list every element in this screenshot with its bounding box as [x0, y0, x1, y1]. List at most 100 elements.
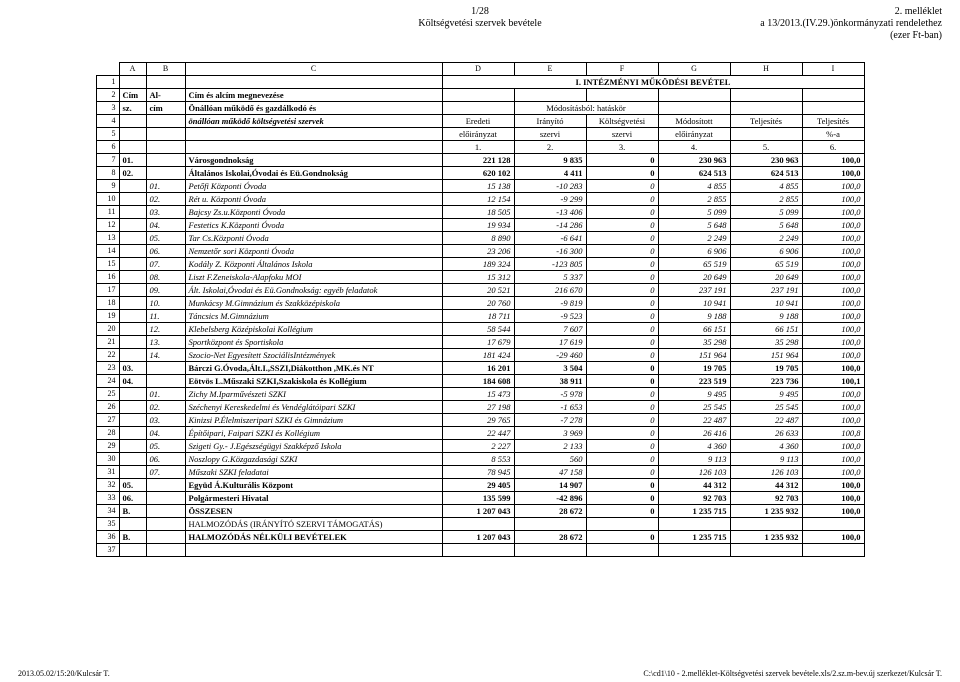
cell [146, 492, 185, 505]
row-number: 13 [96, 232, 119, 245]
cell: Ált. Iskolai,Óvodai és Eü.Gondnokság: eg… [185, 284, 442, 297]
cell: 237 191 [658, 284, 730, 297]
cell: Bárczi G.Óvoda,Ált.I.,SSZI,Diákotthon ,M… [185, 362, 442, 375]
cell: Cím [119, 89, 146, 102]
cell: 4. [658, 141, 730, 154]
cell: 0 [586, 388, 658, 401]
cell [119, 232, 146, 245]
cell: Kinizsi P.Élelmiszeripari SZKI és Gimnáz… [185, 414, 442, 427]
cell [119, 544, 146, 557]
cell: 47 158 [514, 466, 586, 479]
header-row: 4 önállóan működő költségvetési szervek … [96, 115, 864, 128]
cell [442, 518, 514, 531]
cell: 0 [586, 180, 658, 193]
cell: -10 283 [514, 180, 586, 193]
decree-ref: a 13/2013.(IV.29.)önkormányzati rendelet… [742, 18, 942, 30]
cell: 29 405 [442, 479, 514, 492]
table-row: 2113.Sportközpont és Sportiskola17 67917… [96, 336, 864, 349]
table-row: 2303.Bárczi G.Óvoda,Ált.I.,SSZI,Diákotth… [96, 362, 864, 375]
cell [730, 102, 802, 115]
cell: önállóan működő költségvetési szervek [185, 115, 442, 128]
cell: ÖSSZESEN [185, 505, 442, 518]
cell: 0 [586, 245, 658, 258]
cell: 09. [146, 284, 185, 297]
cell: 0 [586, 219, 658, 232]
cell: Zichy M.Iparművészeti SZKI [185, 388, 442, 401]
cell: -13 406 [514, 206, 586, 219]
cell: Rét u. Központi Óvoda [185, 193, 442, 206]
cell: 65 519 [658, 258, 730, 271]
cell: 100,0 [802, 479, 864, 492]
table-row: 36B.HALMOZÓDÁS NÉLKÜLI BEVÉTELEK1 207 04… [96, 531, 864, 544]
cell: 92 703 [658, 492, 730, 505]
cell: 0 [586, 492, 658, 505]
cell: 1 235 932 [730, 505, 802, 518]
cell: 0 [586, 297, 658, 310]
page-footer: 2013.05.02/15:20/Kulcsár T. C:\cd1\10 - … [18, 669, 942, 678]
cell: 223 519 [658, 375, 730, 388]
cell: 2. [514, 141, 586, 154]
cell: 23 206 [442, 245, 514, 258]
cell: 216 670 [514, 284, 586, 297]
cell: 05. [119, 479, 146, 492]
cell: 100,0 [802, 362, 864, 375]
cell [658, 89, 730, 102]
cell: 151 964 [730, 349, 802, 362]
cell: 14. [146, 349, 185, 362]
cell: 100,0 [802, 245, 864, 258]
cell: 0 [586, 453, 658, 466]
cell [146, 518, 185, 531]
cell: 181 424 [442, 349, 514, 362]
cell: Eredeti [442, 115, 514, 128]
cell: -9 523 [514, 310, 586, 323]
cell [119, 388, 146, 401]
cell [146, 141, 185, 154]
row-number: 15 [96, 258, 119, 271]
row-number: 9 [96, 180, 119, 193]
cell: 100,0 [802, 336, 864, 349]
cell: 6. [802, 141, 864, 154]
cell [119, 336, 146, 349]
cell: 100,0 [802, 349, 864, 362]
cell: 6 906 [658, 245, 730, 258]
cell: 4 360 [658, 440, 730, 453]
cell: Petőfi Központi Óvoda [185, 180, 442, 193]
row-number: 25 [96, 388, 119, 401]
row-number: 4 [96, 115, 119, 128]
cell: 1 235 715 [658, 505, 730, 518]
cell: 620 102 [442, 167, 514, 180]
cell [119, 518, 146, 531]
cell: 03. [146, 414, 185, 427]
cell: HALMOZÓDÁS NÉLKÜLI BEVÉTELEK [185, 531, 442, 544]
budget-table: A B C D E F G H I 1 I. INTÉZMÉNYI MŰKÖDÉ… [96, 62, 865, 557]
cell: 04. [119, 375, 146, 388]
cell: 237 191 [730, 284, 802, 297]
table-row: 2214.Szocio-Net Egyesített SzociálisInté… [96, 349, 864, 362]
cell: 9 113 [658, 453, 730, 466]
cell: Irányító [514, 115, 586, 128]
cell: 1. [442, 141, 514, 154]
cell: Módosított [658, 115, 730, 128]
table-row: 701.Városgondnokság221 1289 8350230 9632… [96, 154, 864, 167]
cell: -16 300 [514, 245, 586, 258]
cell: 0 [586, 466, 658, 479]
cell [146, 154, 185, 167]
cell: 66 151 [658, 323, 730, 336]
cell: Bajcsy Zs.u.Központi Óvoda [185, 206, 442, 219]
cell: 1 207 043 [442, 531, 514, 544]
cell [119, 284, 146, 297]
cell: 04. [146, 427, 185, 440]
cell [802, 89, 864, 102]
cell: 08. [146, 271, 185, 284]
cell: 19 934 [442, 219, 514, 232]
table-row: 1709.Ált. Iskolai,Óvodai és Eü.Gondnoksá… [96, 284, 864, 297]
cell: -5 978 [514, 388, 586, 401]
cell: előirányzat [658, 128, 730, 141]
cell [185, 76, 442, 89]
cell: 0 [586, 323, 658, 336]
cell: 01. [146, 180, 185, 193]
cell: HALMOZÓDÁS (IRÁNYÍTÓ SZERVI TÁMOGATÁS) [185, 518, 442, 531]
cell: 221 128 [442, 154, 514, 167]
table-row: 802.Általános Iskolai,Óvodai és Eü.Gondn… [96, 167, 864, 180]
cell: -29 460 [514, 349, 586, 362]
